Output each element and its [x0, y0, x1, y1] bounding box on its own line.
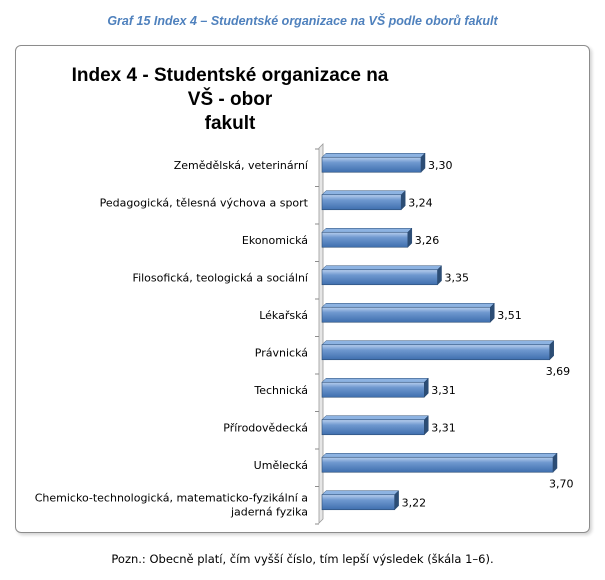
bar-top-face — [321, 490, 400, 495]
bar-top-face — [321, 340, 555, 345]
bar-front-face — [321, 456, 554, 473]
category-label: Právnická — [255, 346, 308, 359]
bar-front-face — [321, 381, 425, 398]
category-label: Přírodovědecká — [223, 421, 308, 434]
category-label: jaderná fyzika — [230, 505, 308, 518]
bar-front-face — [321, 194, 402, 211]
bar-4 — [321, 265, 443, 286]
value-label: 3,69 — [546, 365, 571, 378]
bar-front-face — [321, 494, 395, 511]
value-label: 3,30 — [428, 159, 453, 172]
bar-front-face — [321, 156, 422, 173]
labels: 3,30 Zemědělská, veterinární 3,24 Pedagogic… — [35, 159, 574, 519]
bar-front-face — [321, 344, 550, 361]
value-label: 3,51 — [497, 309, 522, 322]
value-label: 3,70 — [549, 477, 574, 490]
bar-8 — [321, 415, 429, 436]
bar-top-face — [321, 453, 558, 458]
value-label: 3,31 — [431, 384, 456, 397]
value-label: 3,26 — [415, 234, 440, 247]
category-label: Lékařská — [259, 309, 308, 322]
bar-top-face — [321, 378, 429, 383]
chart-title-line-1: Index 4 - Studentské organizace na VŠ - … — [71, 65, 389, 110]
bar-2 — [321, 190, 406, 211]
bar-5 — [321, 302, 495, 323]
value-label: 3,24 — [408, 196, 433, 209]
bar-6 — [321, 340, 555, 361]
category-label: Pedagogická, tělesná výchova a sport — [100, 196, 309, 209]
value-label: 3,22 — [402, 496, 427, 509]
bar-top-face — [321, 153, 426, 158]
bar-3 — [321, 227, 413, 248]
category-label: Chemicko-technologická, matematicko-fyzi… — [35, 491, 308, 504]
category-label: Umělecká — [254, 459, 308, 472]
bar-9 — [321, 452, 558, 473]
chart-title: Index 4 - Studentské organizace na VŠ - … — [60, 64, 400, 136]
category-label: Zemědělská, veterinární — [174, 159, 309, 172]
bar-top-face — [321, 415, 429, 420]
category-label: Technická — [253, 384, 308, 397]
bar-front-face — [321, 419, 425, 436]
value-label: 3,35 — [445, 271, 470, 284]
bar-10 — [321, 490, 400, 511]
chart-title-line-2: fakult — [204, 113, 256, 134]
footnote: Pozn.: Obecně platí, čím vyšší číslo, tí… — [111, 552, 494, 566]
chart-frame — [15, 45, 590, 533]
bar-top-face — [321, 303, 495, 308]
bar-front-face — [321, 306, 491, 323]
category-label: Filosofická, teologická a sociální — [133, 271, 309, 284]
bar-front-face — [321, 231, 409, 248]
bar-top-face — [321, 228, 413, 233]
value-label: 3,31 — [431, 421, 456, 434]
bar-1 — [321, 152, 426, 173]
bar-front-face — [321, 269, 438, 286]
bar-top-face — [321, 190, 406, 195]
figure-caption: Graf 15 Index 4 – Studentské organizace … — [107, 14, 498, 28]
category-label: Ekonomická — [242, 234, 308, 247]
bar-top-face — [321, 265, 443, 270]
bars — [321, 152, 558, 511]
bar-7 — [321, 377, 429, 398]
